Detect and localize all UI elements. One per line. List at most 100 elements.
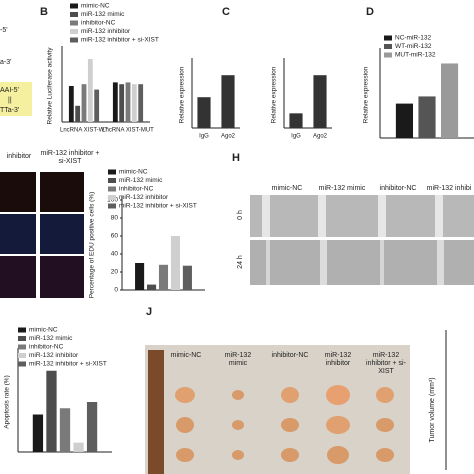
bar — [221, 75, 235, 128]
legend-swatch — [108, 203, 116, 209]
bar — [112, 82, 118, 122]
legend-label: mimic-NC — [119, 169, 148, 176]
bar — [131, 84, 137, 122]
y-tick-label: 80 — [111, 215, 119, 222]
legend-label: miR-132 inhibitor — [29, 352, 79, 359]
legend-label: mimic-NC — [81, 3, 110, 10]
bar — [197, 97, 211, 128]
bar — [87, 59, 93, 122]
y-label: Relative expression — [271, 66, 278, 123]
header: mimic-NC — [271, 185, 303, 192]
legend-swatch — [384, 44, 392, 49]
legend-swatch — [18, 344, 26, 350]
x-tick-label: IgG — [291, 134, 301, 140]
wound-images — [250, 195, 474, 285]
legend-label: inhibitor-NC — [81, 20, 116, 27]
legend-swatch — [70, 12, 78, 17]
bar — [440, 63, 459, 138]
legend-label: miR-132 inhibitor + si-XIST — [29, 361, 107, 368]
legend-swatch — [108, 195, 116, 200]
legend-swatch — [384, 35, 392, 41]
bar — [147, 284, 157, 290]
y-tick-label: 40 — [111, 251, 119, 258]
sequence-highlight — [0, 82, 32, 116]
panel-label: J — [146, 306, 152, 318]
y-tick-label: 100 — [107, 197, 118, 204]
legend-swatch — [384, 52, 392, 58]
bar — [32, 414, 44, 452]
bar — [119, 84, 125, 122]
legend-swatch — [70, 20, 78, 26]
legend-swatch — [18, 336, 26, 341]
y-label: Percentage of EDU positive cells (%) — [89, 192, 96, 299]
sequence: -5' — [0, 27, 8, 34]
bar — [81, 84, 87, 122]
bar — [158, 264, 169, 290]
y-label: Tumor volume (mm³) — [429, 377, 436, 442]
bar — [86, 402, 98, 452]
bar — [418, 96, 436, 138]
bar — [182, 265, 192, 290]
panel-label: B — [40, 6, 48, 18]
legend-label: WT-miR-132 — [395, 43, 432, 50]
panel-label: H — [232, 152, 240, 164]
legend-label: MUT-miR-132 — [395, 52, 436, 59]
y-tick-label: 0 — [114, 287, 118, 294]
header: miR-132 inhibitor + si-XIST — [40, 150, 100, 165]
legend-swatch — [70, 3, 78, 9]
legend-label: miR-132 inhibitor + si-XIST — [119, 203, 197, 210]
x-tick-label: LncRNA XIST-MUT — [102, 128, 154, 134]
legend-swatch — [108, 169, 116, 175]
bar — [170, 236, 180, 290]
header: miR-132 inhibitor + si-XIST — [366, 352, 406, 375]
y-label: Relative expression — [179, 66, 186, 123]
legend-swatch — [18, 361, 26, 367]
sequence: a-3' — [0, 59, 11, 66]
legend-label: miR-132 inhibitor — [119, 194, 169, 201]
x-tick-label: Ago2 — [221, 134, 236, 140]
header: inhibitor — [6, 153, 32, 160]
y-tick-label: 20 — [111, 269, 119, 276]
row-label: 0 h — [237, 210, 244, 220]
y-label: Relative expression — [363, 66, 370, 123]
legend-label: miR-132 inhibitor + si-XIST — [81, 37, 159, 44]
legend-label: inhibitor-NC — [119, 186, 154, 193]
bar — [395, 103, 414, 138]
legend-label: miR-132 inhibitor — [81, 28, 131, 35]
y-label: Apoptosis rate (%) — [4, 375, 11, 428]
header: miR-132 inhibitor — [324, 352, 352, 367]
y-label: Relative Luciferase activity — [47, 47, 54, 125]
bar — [125, 82, 131, 122]
header: mimic-NC — [170, 352, 202, 359]
bar — [138, 84, 144, 122]
header: miR-132 inhibi — [426, 185, 472, 192]
edu-images — [0, 172, 84, 298]
x-tick-label: IgG — [199, 134, 209, 140]
x-tick-label: Ago2 — [313, 134, 328, 140]
legend-swatch — [108, 178, 116, 183]
sequence: TTa-3' — [0, 107, 19, 114]
legend-label: miR-132 mimic — [119, 177, 163, 184]
bar — [73, 442, 84, 452]
legend-label: mimic-NC — [29, 327, 58, 334]
row-label: 24 h — [237, 255, 244, 269]
legend-swatch — [18, 327, 26, 333]
bar — [94, 89, 100, 122]
legend-label: inhibitor-NC — [29, 344, 64, 351]
tumor-images — [145, 345, 410, 474]
sequence: AAI-5' — [0, 87, 19, 94]
bar — [59, 408, 71, 452]
header: inhibitor-NC — [379, 185, 417, 192]
legend-swatch — [108, 186, 116, 192]
legend-label: NC-miR-132 — [395, 35, 432, 42]
legend-label: miR-132 mimic — [29, 335, 73, 342]
header: inhibitor-NC — [271, 352, 309, 359]
header: miR-132 mimic — [318, 185, 366, 192]
legend-swatch — [70, 29, 78, 34]
panel-label: D — [366, 6, 374, 18]
legend-swatch — [70, 37, 78, 43]
sequence: || — [8, 97, 12, 104]
bar — [46, 370, 57, 452]
